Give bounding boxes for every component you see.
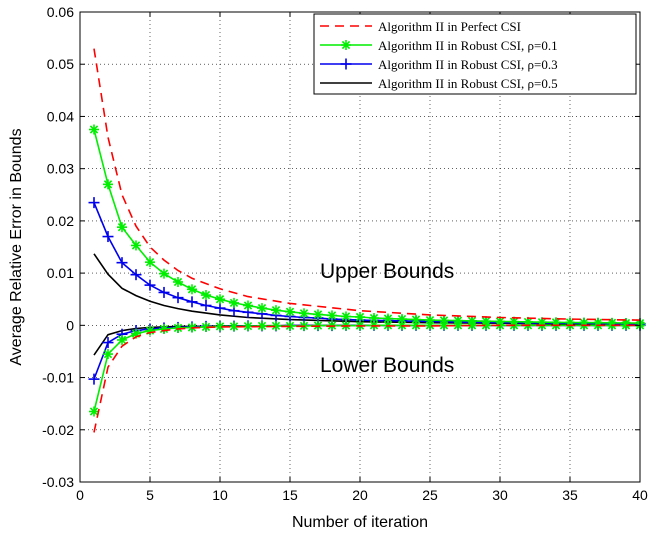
data-point-lower	[621, 320, 631, 331]
legend-sample-marker-2	[340, 58, 352, 70]
series-line-upper	[93, 48, 641, 321]
legend-samples	[320, 25, 372, 84]
data-point-upper	[172, 292, 184, 304]
data-point-lower	[89, 406, 99, 417]
data-point-upper	[201, 290, 211, 301]
series-0	[93, 48, 641, 433]
data-point-lower	[117, 334, 127, 345]
x-axis-label: Number of iteration	[292, 514, 428, 531]
data-point-upper	[130, 269, 142, 281]
data-point-upper	[186, 296, 198, 308]
y-tick-label: 0.02	[47, 213, 74, 229]
y-tick-label: 0.04	[47, 108, 74, 124]
data-point-upper	[116, 257, 128, 269]
y-tick-label: 0	[66, 317, 74, 333]
legend-entry-robust-csi-rho-03: Algorithm II in Robust CSI, ρ=0.3	[378, 57, 558, 72]
data-point-upper	[355, 311, 365, 322]
data-point-upper	[369, 313, 379, 324]
data-point-lower	[411, 320, 421, 331]
series-line-upper	[93, 129, 641, 324]
data-point-upper	[257, 303, 267, 314]
data-point-upper	[102, 231, 114, 243]
x-tick-label: 0	[76, 487, 84, 503]
y-tick-label: -0.03	[42, 474, 74, 490]
data-point-upper	[327, 310, 337, 321]
y-tick-label: 0.01	[47, 265, 74, 281]
upper-bounds-annotation: Upper Bounds	[320, 260, 454, 283]
y-tick-label: -0.02	[42, 422, 74, 438]
x-tick-label: 20	[352, 487, 368, 503]
data-point-upper	[215, 294, 225, 305]
data-point-upper	[299, 308, 309, 319]
data-point-lower	[173, 322, 183, 333]
series-line-upper	[93, 253, 641, 325]
data-point-upper	[229, 297, 239, 308]
data-point-upper	[158, 286, 170, 298]
lower-bounds-annotation: Lower Bounds	[320, 354, 454, 377]
data-point-upper	[103, 179, 113, 190]
data-point-lower	[103, 349, 113, 360]
legend-entry-robust-csi-rho-01: Algorithm II in Robust CSI, ρ=0.1	[378, 38, 558, 53]
x-tick-label: 25	[422, 487, 438, 503]
data-point-upper	[285, 306, 295, 317]
legend-sample-marker-1	[341, 40, 351, 50]
y-tick-label: 0.05	[47, 56, 74, 72]
series-layer	[88, 48, 646, 433]
x-tick-label: 15	[282, 487, 298, 503]
data-point-upper	[159, 268, 169, 279]
y-axis-label: Average Relative Error in Bounds	[8, 128, 25, 365]
x-tick-label: 35	[562, 487, 578, 503]
data-point-upper	[271, 305, 281, 316]
data-point-upper	[89, 124, 99, 135]
data-point-upper	[243, 300, 253, 311]
data-point-upper	[173, 276, 183, 287]
x-tick-label: 30	[492, 487, 508, 503]
data-point-upper	[187, 284, 197, 295]
data-point-lower	[159, 323, 169, 334]
data-point-upper	[145, 257, 155, 268]
data-point-upper	[200, 299, 212, 311]
data-point-lower	[102, 337, 114, 349]
legend-entry-robust-csi-rho-05: Algorithm II in Robust CSI, ρ=0.5	[378, 76, 558, 91]
data-point-upper	[341, 311, 351, 322]
series-line-upper	[93, 202, 641, 325]
y-tick-label: -0.01	[42, 370, 74, 386]
data-point-upper	[214, 302, 226, 314]
data-point-upper	[88, 197, 100, 209]
x-tick-label: 40	[632, 487, 648, 503]
y-tick-label: 0.06	[47, 4, 74, 20]
legend-entry-perfect-csi: Algorithm II in Perfect CSI	[378, 19, 521, 34]
data-point-upper	[144, 279, 156, 291]
data-point-lower	[201, 321, 211, 332]
axis-ticks: 0 5 10 15 20 25 30 35 40 -0.03 -0.02 -0.01 0 0.01 0.02…	[42, 4, 648, 503]
data-point-lower	[88, 373, 100, 385]
x-tick-label: 10	[212, 487, 228, 503]
data-point-lower	[145, 325, 155, 336]
legend: Algorithm II in Perfect CSI Algorithm II…	[313, 13, 637, 95]
data-point-upper	[131, 240, 141, 251]
series-line-lower	[93, 324, 640, 433]
data-point-lower	[467, 320, 477, 331]
data-point-upper	[313, 309, 323, 320]
x-tick-label: 5	[146, 487, 154, 503]
y-tick-label: 0.03	[47, 161, 74, 177]
data-point-upper	[117, 222, 127, 233]
legend-box	[313, 13, 637, 95]
